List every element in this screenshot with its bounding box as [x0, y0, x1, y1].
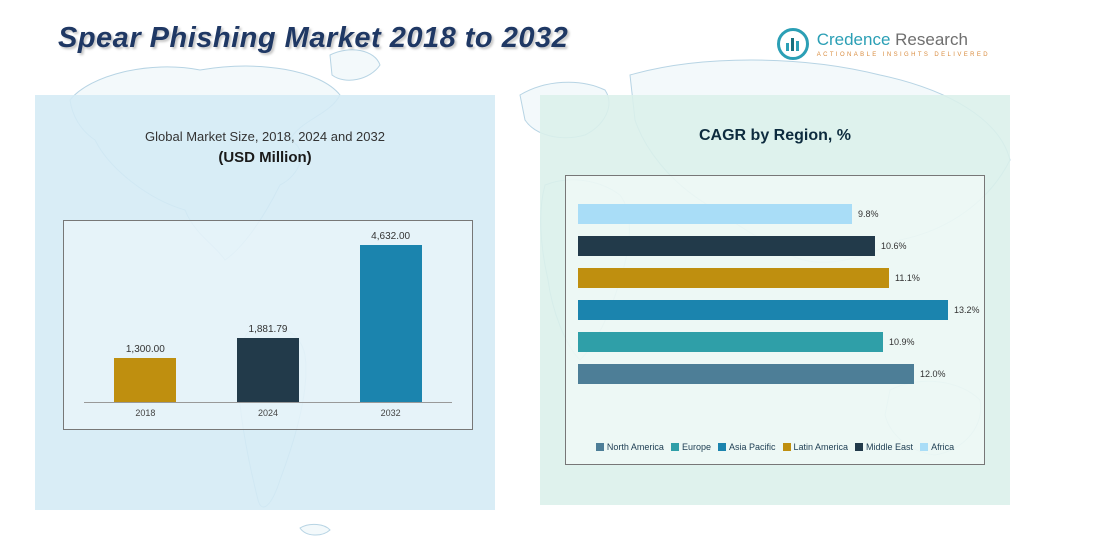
bar-asia-pacific [578, 300, 948, 320]
legend-swatch [595, 443, 604, 451]
bar-north-america [578, 364, 914, 384]
bar-value-label: 10.6% [881, 241, 907, 251]
legend-item-north-america: North America [595, 442, 664, 452]
market-size-plot: 1,300.00 1,881.79 4,632.00 [84, 231, 452, 403]
cagr-legend: North America Europe Asia Pacific Latin Ame… [578, 442, 972, 452]
market-size-panel: Global Market Size, 2018, 2024 and 2032 … [35, 95, 495, 510]
bar-value-label: 9.8% [858, 209, 879, 219]
bar-europe [578, 332, 883, 352]
legend-swatch [782, 443, 791, 451]
legend-swatch [920, 443, 929, 451]
bar-value-label: 10.9% [889, 337, 915, 347]
legend-item-europe: Europe [670, 442, 711, 452]
bar-latin-america [578, 268, 889, 288]
legend-item-asia-pacific: Asia Pacific [717, 442, 776, 452]
legend-label: North America [606, 442, 664, 452]
legend-label: Asia Pacific [728, 442, 776, 452]
bar-africa [578, 204, 852, 224]
cagr-bars: 9.8% 10.6% 11.1% 13.2% 10.9% 12.0% [578, 198, 980, 390]
bar-column-2024: 1,881.79 [236, 324, 299, 402]
bar-2024 [236, 338, 299, 402]
bar-value-label: 11.1% [895, 273, 920, 283]
cagr-bar-row-africa: 9.8% [578, 198, 972, 230]
cagr-bar-row-north-america: 12.0% [578, 358, 972, 390]
cagr-panel: CAGR by Region, % 9.8% 10.6% 11.1% 13.2% 10.… [540, 95, 1010, 505]
bar-value-label: 13.2% [954, 305, 980, 315]
legend-swatch [717, 443, 726, 451]
cagr-title: CAGR by Region, % [698, 127, 851, 144]
x-axis-label-2032: 2032 [380, 408, 401, 418]
logo-brand-second: Research [895, 30, 968, 49]
legend-item-latin-america: Latin America [782, 442, 849, 452]
bar-middle-east [578, 236, 875, 256]
legend-swatch [855, 443, 864, 451]
bar-value-label: 1,881.79 [248, 324, 288, 335]
bar-value-label: 1,300.00 [125, 344, 165, 355]
legend-item-africa: Africa [920, 442, 954, 452]
cagr-bar-row-latin-america: 11.1% [578, 262, 972, 294]
bar-2018 [114, 358, 177, 402]
bar-column-2032: 4,632.00 [359, 231, 422, 402]
market-size-subtitle: Global Market Size, 2018, 2024 and 2032 [145, 129, 385, 144]
market-size-unit: (USD Million) [218, 149, 312, 166]
cagr-bar-row-asia-pacific: 13.2% [578, 294, 980, 326]
logo-tagline: Actionable Insights Delivered [816, 52, 990, 58]
page-title: Spear Phishing Market 2018 to 2032 [58, 22, 569, 54]
legend-label: Middle East [866, 442, 914, 452]
cagr-bar-row-europe: 10.9% [578, 326, 972, 358]
legend-label: Latin America [793, 442, 849, 452]
market-size-chart: 1,300.00 1,881.79 4,632.00 2018 2024 2032 [63, 220, 473, 430]
logo-text: Credence Research Actionable Insights De… [817, 30, 990, 58]
brand-logo: Credence Research Actionable Insights De… [776, 28, 990, 60]
bar-value-label: 4,632.00 [371, 231, 411, 242]
cagr-bar-row-middle-east: 10.6% [578, 230, 972, 262]
logo-brand-name: Credence Research [817, 30, 990, 50]
cagr-chart: 9.8% 10.6% 11.1% 13.2% 10.9% 12.0% North Amer… [565, 175, 985, 465]
legend-label: Africa [931, 442, 955, 452]
logo-brand-first: Credence [816, 30, 891, 49]
bar-value-label: 12.0% [920, 369, 946, 379]
market-size-categories: 2018 2024 2032 [84, 403, 452, 418]
legend-item-middle-east: Middle East [855, 442, 913, 452]
legend-label: Europe [681, 442, 711, 452]
bar-2032 [359, 245, 422, 402]
bar-column-2018: 1,300.00 [114, 344, 177, 402]
x-axis-label-2018: 2018 [135, 408, 156, 418]
x-axis-label-2024: 2024 [257, 408, 278, 418]
legend-swatch [670, 443, 679, 451]
bar-chart-logo-icon [776, 28, 809, 60]
